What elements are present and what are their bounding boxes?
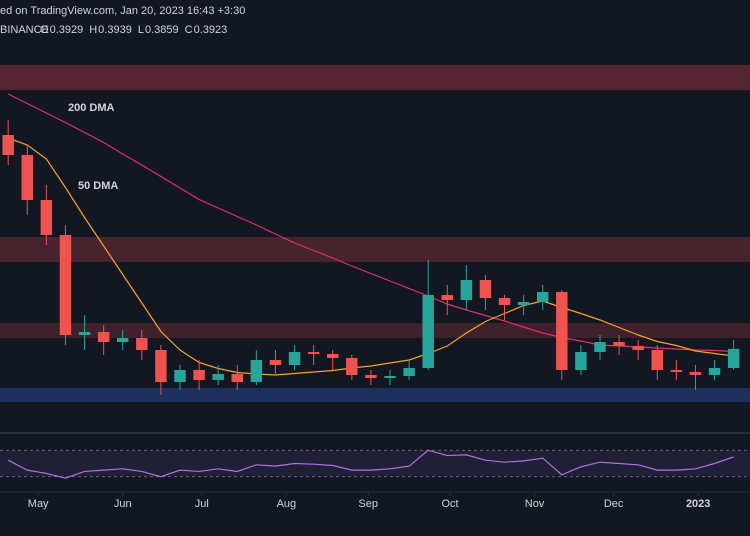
candle-body bbox=[651, 350, 663, 370]
candle-body bbox=[327, 354, 339, 358]
ohlc-value: 0.3923 bbox=[194, 24, 228, 36]
candle-body bbox=[727, 348, 740, 368]
time-axis: May Jun Jul Aug Sep Oct Nov Dec 2023 bbox=[28, 492, 710, 510]
candle-body bbox=[307, 352, 320, 354]
x-tick-label: Jul bbox=[195, 498, 209, 510]
candle-body bbox=[384, 376, 396, 378]
candle-body bbox=[346, 358, 358, 375]
candle-body bbox=[193, 370, 205, 380]
ohlc-key: O bbox=[40, 24, 49, 36]
candle-body bbox=[537, 292, 549, 302]
candle-body bbox=[97, 332, 110, 342]
candle-body bbox=[269, 360, 282, 365]
candle-body bbox=[670, 370, 683, 372]
exchange: BINANCE bbox=[0, 24, 49, 36]
candle-body bbox=[40, 200, 53, 235]
x-tick-label: Dec bbox=[604, 498, 624, 510]
candle-body bbox=[174, 370, 186, 382]
candle-body bbox=[231, 374, 243, 382]
ma-line bbox=[7, 137, 734, 376]
rsi-band bbox=[0, 450, 750, 477]
candle-body bbox=[59, 235, 72, 335]
candle-body bbox=[21, 155, 33, 200]
moving-averages: 200 DMA 50 DMA bbox=[7, 93, 734, 376]
x-tick-label: Nov bbox=[525, 498, 545, 510]
candle-body bbox=[78, 332, 91, 335]
candle-body bbox=[155, 350, 167, 382]
x-tick-label: Aug bbox=[277, 498, 297, 510]
x-tick-label: Sep bbox=[358, 498, 378, 510]
ohlc-value: 0.3929 bbox=[50, 24, 84, 36]
ohlc-value: 0.3939 bbox=[98, 24, 132, 36]
candle-body bbox=[708, 368, 721, 375]
candle-body bbox=[422, 295, 434, 368]
candle-body bbox=[556, 292, 568, 370]
candle-body bbox=[632, 346, 644, 350]
candle-body bbox=[212, 374, 224, 380]
candle-body bbox=[2, 135, 14, 155]
x-tick-label: Jun bbox=[114, 498, 132, 510]
published-note: ed on TradingView.com, Jan 20, 2023 16:4… bbox=[0, 5, 245, 17]
candle-body bbox=[575, 352, 587, 370]
candle-body bbox=[460, 280, 473, 300]
x-tick-label: May bbox=[28, 498, 49, 510]
ohlc-key: C bbox=[185, 24, 193, 36]
ma-label: 50 DMA bbox=[78, 180, 118, 192]
candles bbox=[2, 120, 740, 395]
candle-body bbox=[517, 302, 530, 305]
rsi-pane bbox=[0, 449, 750, 479]
candle-body bbox=[117, 338, 129, 342]
candle-body bbox=[479, 280, 492, 298]
candle-body bbox=[613, 342, 625, 346]
ohlc-readout: O 0.3929 H 0.3939 L 0.3859 C 0.3923 bbox=[40, 24, 227, 36]
candle-body bbox=[594, 342, 606, 352]
ohlc-value: 0.3859 bbox=[145, 24, 179, 36]
ma-label: 200 DMA bbox=[68, 102, 115, 114]
ohlc-key: H bbox=[89, 24, 97, 36]
candle-body bbox=[689, 372, 702, 375]
zone bbox=[0, 65, 750, 90]
zone bbox=[0, 388, 750, 402]
rsi-line bbox=[7, 449, 734, 479]
x-tick-label: Oct bbox=[441, 498, 458, 510]
x-tick-label: 2023 bbox=[686, 498, 710, 510]
candle-body bbox=[498, 298, 511, 305]
zone bbox=[0, 237, 750, 262]
ohlc-key: L bbox=[138, 24, 144, 36]
zone bbox=[0, 323, 750, 338]
candle-body bbox=[403, 368, 415, 376]
candle-body bbox=[288, 352, 301, 365]
ma-line bbox=[7, 93, 734, 353]
candle-body bbox=[250, 360, 263, 382]
candle-body bbox=[136, 338, 148, 350]
candle-body bbox=[365, 375, 377, 378]
candle-body bbox=[441, 295, 453, 300]
